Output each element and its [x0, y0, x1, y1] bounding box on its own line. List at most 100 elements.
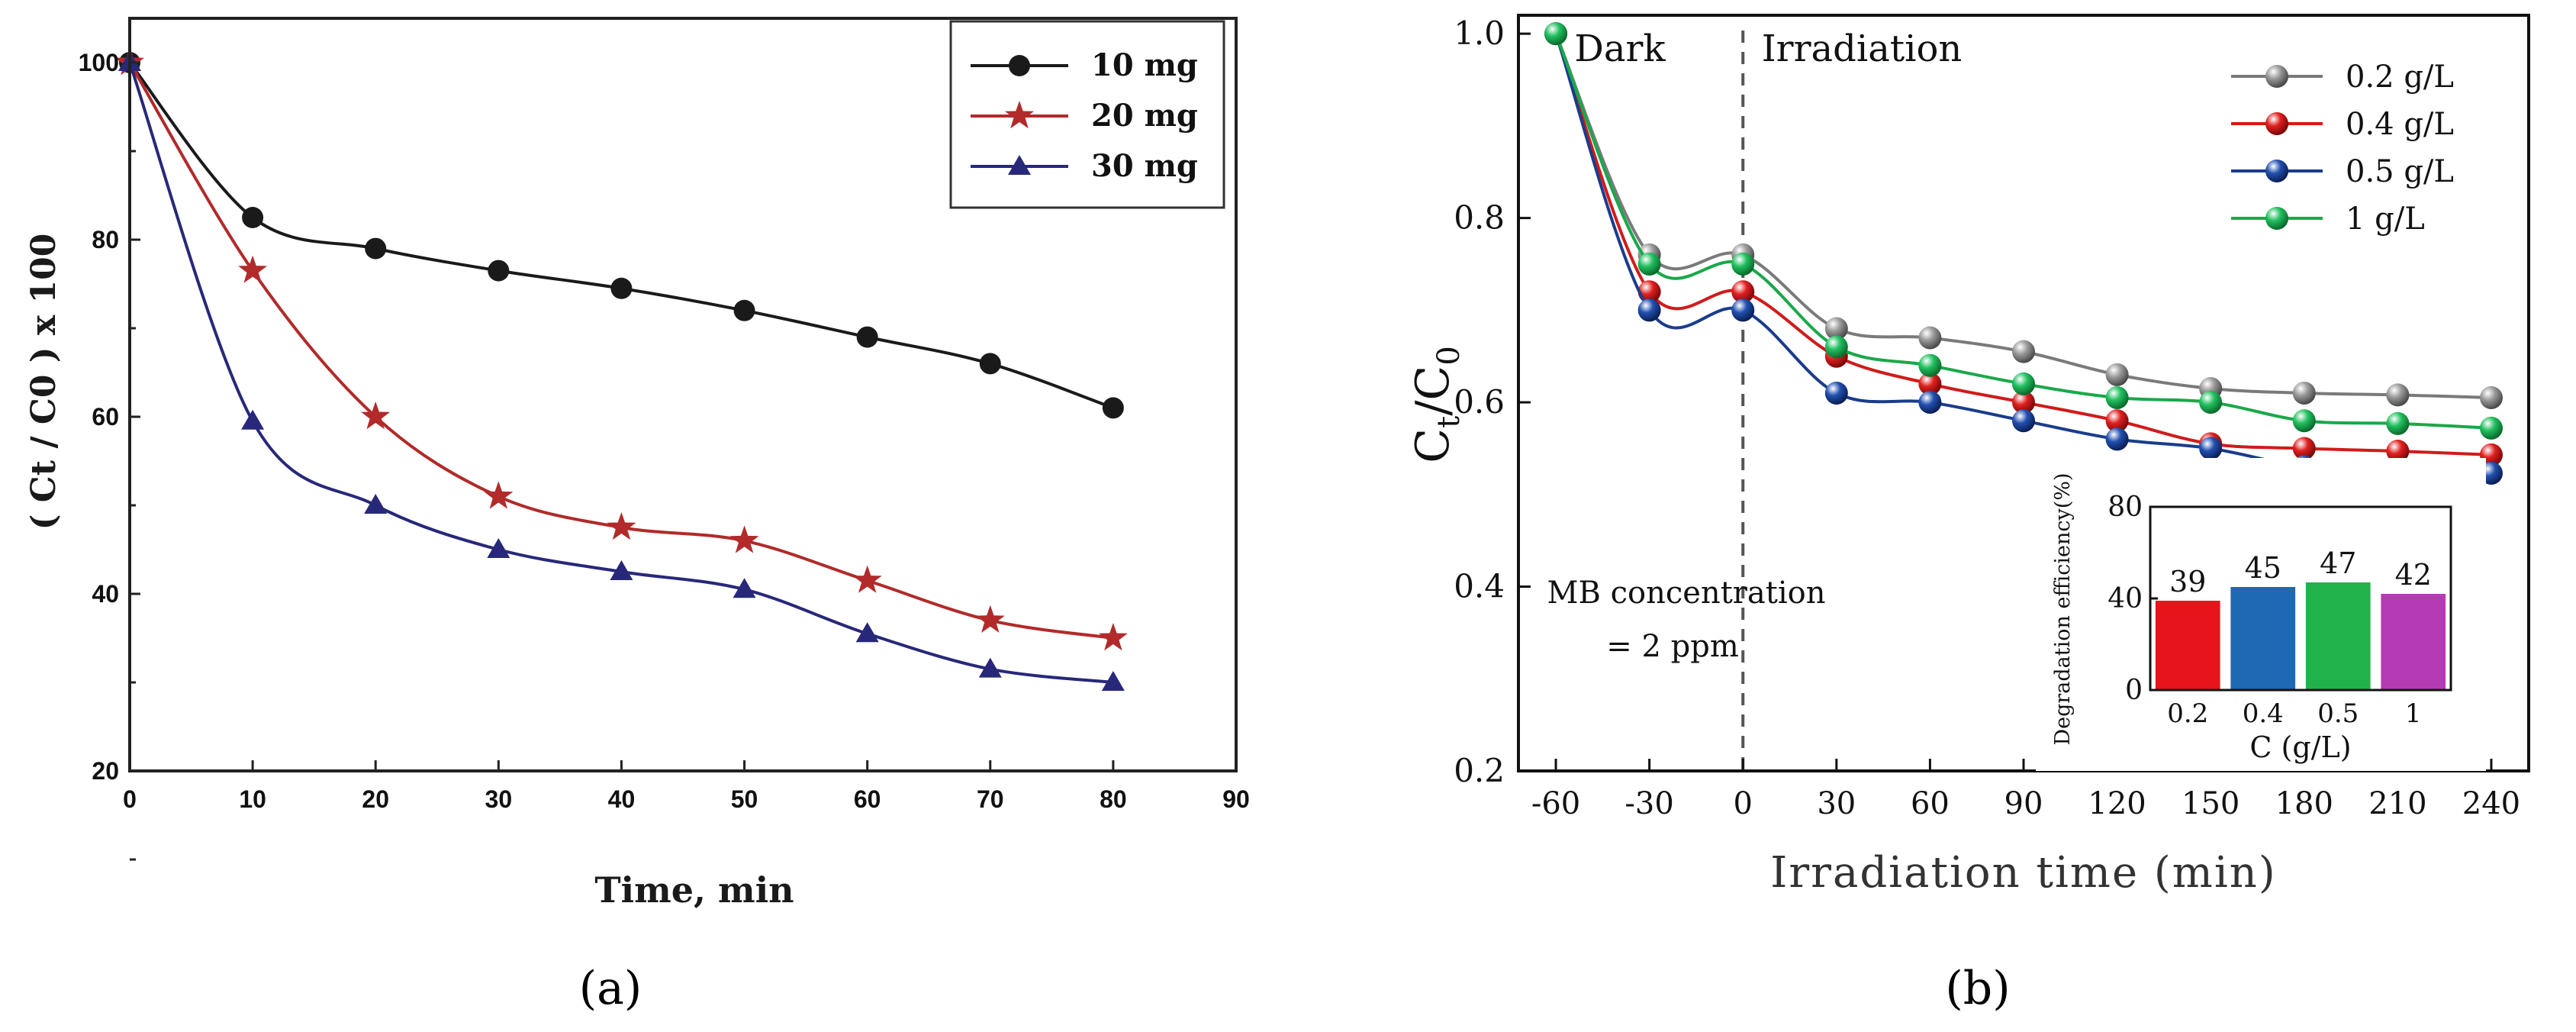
chart-b-series-line-4 — [1554, 33, 2492, 430]
chart-a-point-2 — [729, 525, 759, 553]
chart-a-point-1 — [856, 326, 878, 348]
chart-b-xtick-label: -30 — [1624, 786, 1673, 821]
chart-a-point-1 — [365, 237, 387, 260]
chart-a-point-3 — [733, 578, 756, 598]
inset-xtick-label: 1 — [2405, 698, 2422, 729]
chart-a-point-3 — [978, 657, 1002, 678]
chart-b-inset: 39 0.2 45 0.4 47 0.5 42 1 0 40 80 C (g/L) Degradatio… — [2036, 458, 2486, 771]
inset-xlabel: C (g/L) — [2249, 730, 2351, 764]
inset-bar — [2305, 582, 2371, 690]
chart-a: 0 10 20 30 40 50 60 70 80 90 20 40 60 80 100 10 mg 20 m… — [24, 17, 1250, 1015]
chart-b-point-2 — [1731, 280, 1755, 304]
chart-b-series-line-2 — [1554, 33, 2492, 456]
chart-b-xtick-label: 90 — [2004, 786, 2043, 821]
chart-a-legend-marker — [1009, 55, 1030, 76]
chart-b-point-4 — [2012, 372, 2035, 395]
inset-bar-label: 45 — [2245, 551, 2281, 585]
chart-b-legend-marker — [2265, 65, 2288, 88]
chart-b-xtick-label: 60 — [1911, 786, 1950, 821]
chart-a-ytick-label: 80 — [92, 226, 119, 253]
chart-b-ylabel: Ct/C0 — [1406, 346, 1467, 463]
chart-a-legend-marker — [1005, 101, 1034, 129]
chart-b-ytick-label: 0.8 — [1454, 199, 1505, 237]
inset-xtick-label: 0.2 — [2167, 698, 2208, 729]
chart-b-point-1 — [1824, 317, 1848, 340]
chart-b-ytick-label: 1.0 — [1454, 15, 1505, 52]
annotation-irradiation: Irradiation — [1762, 27, 1963, 70]
chart-a-point-2 — [484, 481, 514, 509]
chart-b-point-1 — [2105, 363, 2129, 386]
inset-bar — [2230, 587, 2296, 690]
chart-b-legend-label: 0.5 g/L — [2346, 154, 2454, 189]
chart-b-ytick-label: 0.4 — [1454, 568, 1505, 605]
chart-b-point-1 — [1918, 326, 1942, 350]
chart-a-point-2 — [975, 605, 1005, 633]
chart-b-point-3 — [2105, 427, 2129, 451]
chart-b-point-4 — [1824, 335, 1848, 359]
chart-b-xtick-label: 120 — [2088, 786, 2146, 821]
chart-a-point-1 — [979, 353, 1001, 375]
inset-ytick-label: 80 — [2107, 492, 2143, 523]
inset-bar-label: 39 — [2169, 565, 2206, 598]
chart-b-point-1 — [2479, 386, 2503, 410]
chart-b-legend: 0.2 g/L 0.4 g/L 0.5 g/L 1 g/L — [2231, 60, 2454, 237]
chart-b-legend-label: 0.4 g/L — [2346, 107, 2454, 142]
chart-b-point-4 — [1918, 353, 1942, 377]
chart-a-xtick-label: 70 — [977, 785, 1004, 813]
chart-a-xtick-label: 0 — [123, 785, 137, 813]
panel-label-a: (a) — [579, 962, 642, 1015]
inset-ytick-label: 0 — [2125, 675, 2143, 706]
chart-b-point-1 — [2012, 340, 2035, 363]
chart-a-xtick-label: 30 — [485, 785, 513, 813]
inset-bar-label: 42 — [2395, 558, 2432, 592]
chart-a-point-3 — [364, 494, 388, 514]
chart-b-xtick-label: 240 — [2462, 786, 2520, 821]
chart-a-legend-label: 10 mg — [1091, 47, 1198, 83]
chart-a-ytick-label: 60 — [92, 403, 119, 431]
chart-a-series-line-3 — [128, 62, 1114, 684]
chart-b-xlabel: Irradiation time (min) — [1770, 848, 2276, 898]
inset-ylabel: Degradation efficiency(%) — [2051, 472, 2075, 745]
chart-b-xtick-label: -60 — [1531, 786, 1580, 821]
chart-b-point-4 — [2199, 391, 2223, 414]
chart-a-xtick-label: 80 — [1100, 785, 1127, 813]
chart-b-point-2 — [1918, 372, 1942, 395]
chart-b-xtick-label: 150 — [2182, 786, 2240, 821]
chart-b-point-4 — [1637, 252, 1661, 276]
chart-b-point-3 — [1918, 391, 1942, 414]
chart-a-point-1 — [610, 277, 633, 299]
chart-a-xtick-label: 60 — [854, 785, 881, 813]
chart-b: -60 -30 0 30 60 90 120 150 180 210 2400.20.40.60.8… — [1406, 14, 2530, 1015]
chart-b-series-line-1 — [1554, 33, 2492, 400]
chart-b-point-2 — [2292, 437, 2316, 460]
chart-a-ticks: 0 10 20 30 40 50 60 70 80 90 20 40 60 80 100 — [79, 49, 1250, 861]
chart-a-ytick-label: 20 — [92, 757, 119, 785]
chart-b-xtick-label: 30 — [1817, 786, 1856, 821]
annotation-mb-line1: MB concentration — [1547, 576, 1826, 611]
chart-b-legend-marker — [2265, 112, 2288, 135]
chart-b-point-3 — [1637, 298, 1661, 322]
inset-ytick-label: 40 — [2107, 583, 2143, 614]
chart-a-legend-marker — [1008, 155, 1031, 175]
chart-b-ytick-label: 0.2 — [1454, 752, 1505, 789]
inset-bar — [2381, 594, 2446, 690]
chart-a-xtick-label: 40 — [608, 785, 636, 813]
chart-b-point-4 — [2105, 386, 2129, 410]
chart-a-xtick-label: 50 — [731, 785, 758, 813]
chart-b-point-3 — [2199, 437, 2223, 460]
chart-b-xtick-label: 0 — [1733, 786, 1752, 821]
chart-a-point-2 — [852, 565, 882, 593]
chart-a-legend: 10 mg 20 mg 30 mg — [949, 20, 1225, 209]
chart-b-point-4 — [1544, 22, 1568, 46]
chart-a-series-group — [115, 47, 1128, 691]
chart-a-point-2 — [1098, 623, 1128, 651]
chart-a-point-1 — [488, 260, 510, 282]
chart-b-xtick-label: 210 — [2368, 786, 2426, 821]
chart-a-xtick-label: 10 — [239, 785, 266, 813]
annotation-dark: Dark — [1574, 27, 1666, 70]
chart-a-point-3 — [487, 538, 510, 558]
inset-bar — [2155, 601, 2220, 690]
panel-label-b: (b) — [1945, 962, 2010, 1015]
inset-bar-label: 47 — [2320, 547, 2356, 580]
chart-b-point-3 — [1824, 382, 1848, 405]
